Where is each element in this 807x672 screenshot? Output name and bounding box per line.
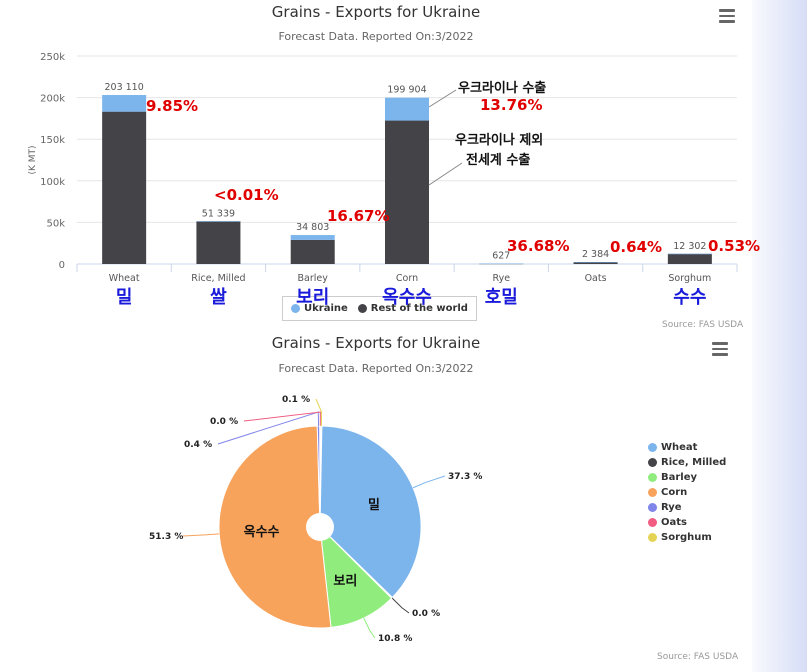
pie-legend-item[interactable]: Wheat [648, 440, 726, 455]
pie-legend-label: Rice, Milled [661, 457, 727, 468]
legend-dot-icon [648, 517, 657, 527]
pie-legend-item[interactable]: Oats [648, 515, 726, 530]
bar-chart: 0 50k 100k 150k 200k 250k (K MT) 203 110 Wheat 밀 5… [28, 52, 760, 308]
bar-total-label: 627 [492, 250, 510, 261]
bar-total-label: 51 339 [202, 208, 235, 219]
bar-rest-of-world[interactable] [290, 239, 335, 264]
hamburger-menu-icon[interactable] [712, 342, 728, 356]
x-tick-label: Rye [493, 273, 511, 284]
bar-rest-of-world[interactable] [102, 111, 147, 264]
callout-ukraine-pct: 13.76% [480, 96, 542, 114]
y-tick-label: 100k [40, 177, 65, 188]
bar-rest-of-world[interactable] [385, 120, 429, 264]
pct-annotation: 0.64% [610, 238, 662, 256]
legend-item-ukraine[interactable]: Ukraine [291, 303, 348, 314]
pct-annotation: 9.85% [146, 97, 198, 115]
bar-total-label: 34 803 [296, 222, 329, 233]
bar-total-label: 12 302 [673, 241, 706, 252]
x-tick-label: Sorghum [668, 273, 711, 284]
pie-chart-title: Grains - Exports for Ukraine [271, 334, 481, 352]
legend-dot-icon [648, 532, 657, 542]
pie-legend-label: Barley [661, 472, 698, 483]
bar-ukraine[interactable] [667, 253, 712, 255]
pie-legend-item[interactable]: Rice, Milled [648, 455, 726, 470]
pie-legend-label: Rye [661, 502, 682, 513]
legend-dot-icon [648, 442, 657, 452]
y-tick-label: 0 [59, 260, 65, 271]
pct-annotation: 0.53% [708, 237, 760, 255]
bar-total-label: 203 110 [104, 82, 143, 93]
y-tick-label: 200k [40, 94, 65, 105]
x-tick-label: Corn [396, 273, 418, 284]
pct-annotation: 16.67% [327, 207, 389, 225]
pie-legend-label: Oats [661, 517, 687, 528]
y-tick-label: 150k [40, 135, 65, 146]
callout-rest-line2: 전세계 수출 [466, 152, 530, 168]
korean-category-label: 밀 [116, 287, 133, 308]
bar-ukraine[interactable] [196, 221, 241, 222]
callout-ukraine-exports: 우크라이나 수출 [458, 80, 546, 96]
y-axis-label: (K MT) [28, 145, 38, 174]
bar-ukraine[interactable] [573, 262, 618, 263]
bar-total-label: 2 384 [582, 249, 609, 260]
callout-rest-line1: 우크라이나 제외 [455, 132, 543, 148]
korean-category-label: 쌀 [210, 287, 227, 308]
bar-ukraine[interactable] [290, 235, 335, 240]
y-tick-label: 250k [40, 52, 65, 63]
pie-legend-label: Sorghum [661, 532, 712, 543]
korean-category-label: 호밀 [485, 287, 518, 308]
korean-category-label: 수수 [673, 287, 706, 308]
bar-rest-of-world[interactable] [667, 253, 712, 264]
x-tick-label: Barley [298, 273, 329, 284]
pie-legend-label: Corn [661, 487, 688, 498]
bar-ukraine[interactable] [385, 97, 429, 121]
y-tick-label: 50k [46, 218, 65, 229]
pie-chart-subtitle: Forecast Data. Reported On:3/2022 [278, 362, 474, 375]
callout-leader-line [428, 162, 463, 186]
pie-legend-item[interactable]: Corn [648, 485, 726, 500]
pie-legend-label: Wheat [661, 442, 698, 453]
bar-ukraine[interactable] [102, 95, 147, 112]
bar-chart-title: Grains - Exports for Ukraine [271, 3, 481, 21]
bar-total-label: 199 904 [387, 85, 426, 96]
bar-rest-of-world[interactable] [196, 221, 241, 264]
bar-chart-source: Source: FAS USDA [662, 320, 744, 330]
x-tick-label: Rice, Milled [191, 273, 245, 284]
pct-annotation: 36.68% [507, 237, 569, 255]
korean-category-label: 보리 [296, 287, 329, 308]
bar-rest-of-world[interactable] [573, 262, 618, 264]
pie-legend: Wheat Rice, Milled Barley Corn Rye Oats Sorghu… [648, 440, 726, 545]
hamburger-menu-icon[interactable] [719, 9, 735, 23]
pie-chart-source: Source: FAS USDA [657, 652, 739, 662]
legend-dot-icon [648, 472, 657, 482]
pct-annotation: <0.01% [214, 186, 279, 204]
x-tick-label: Wheat [109, 273, 140, 284]
pie-legend-item[interactable]: Barley [648, 470, 726, 485]
legend-item-rest[interactable]: Rest of the world [357, 303, 468, 314]
pie-legend-item[interactable]: Sorghum [648, 530, 726, 545]
legend-dot-icon [648, 502, 657, 512]
bar-legend: Ukraine Rest of the world [282, 296, 477, 321]
x-tick-label: Oats [585, 273, 607, 284]
callout-leader-line [428, 89, 457, 108]
bar-chart-subtitle: Forecast Data. Reported On:3/2022 [278, 30, 474, 43]
korean-category-label: 옥수수 [382, 287, 432, 308]
pie-legend-item[interactable]: Rye [648, 500, 726, 515]
legend-dot-icon [648, 487, 657, 497]
bar-ukraine[interactable] [479, 263, 524, 264]
legend-dot-icon [648, 457, 657, 467]
